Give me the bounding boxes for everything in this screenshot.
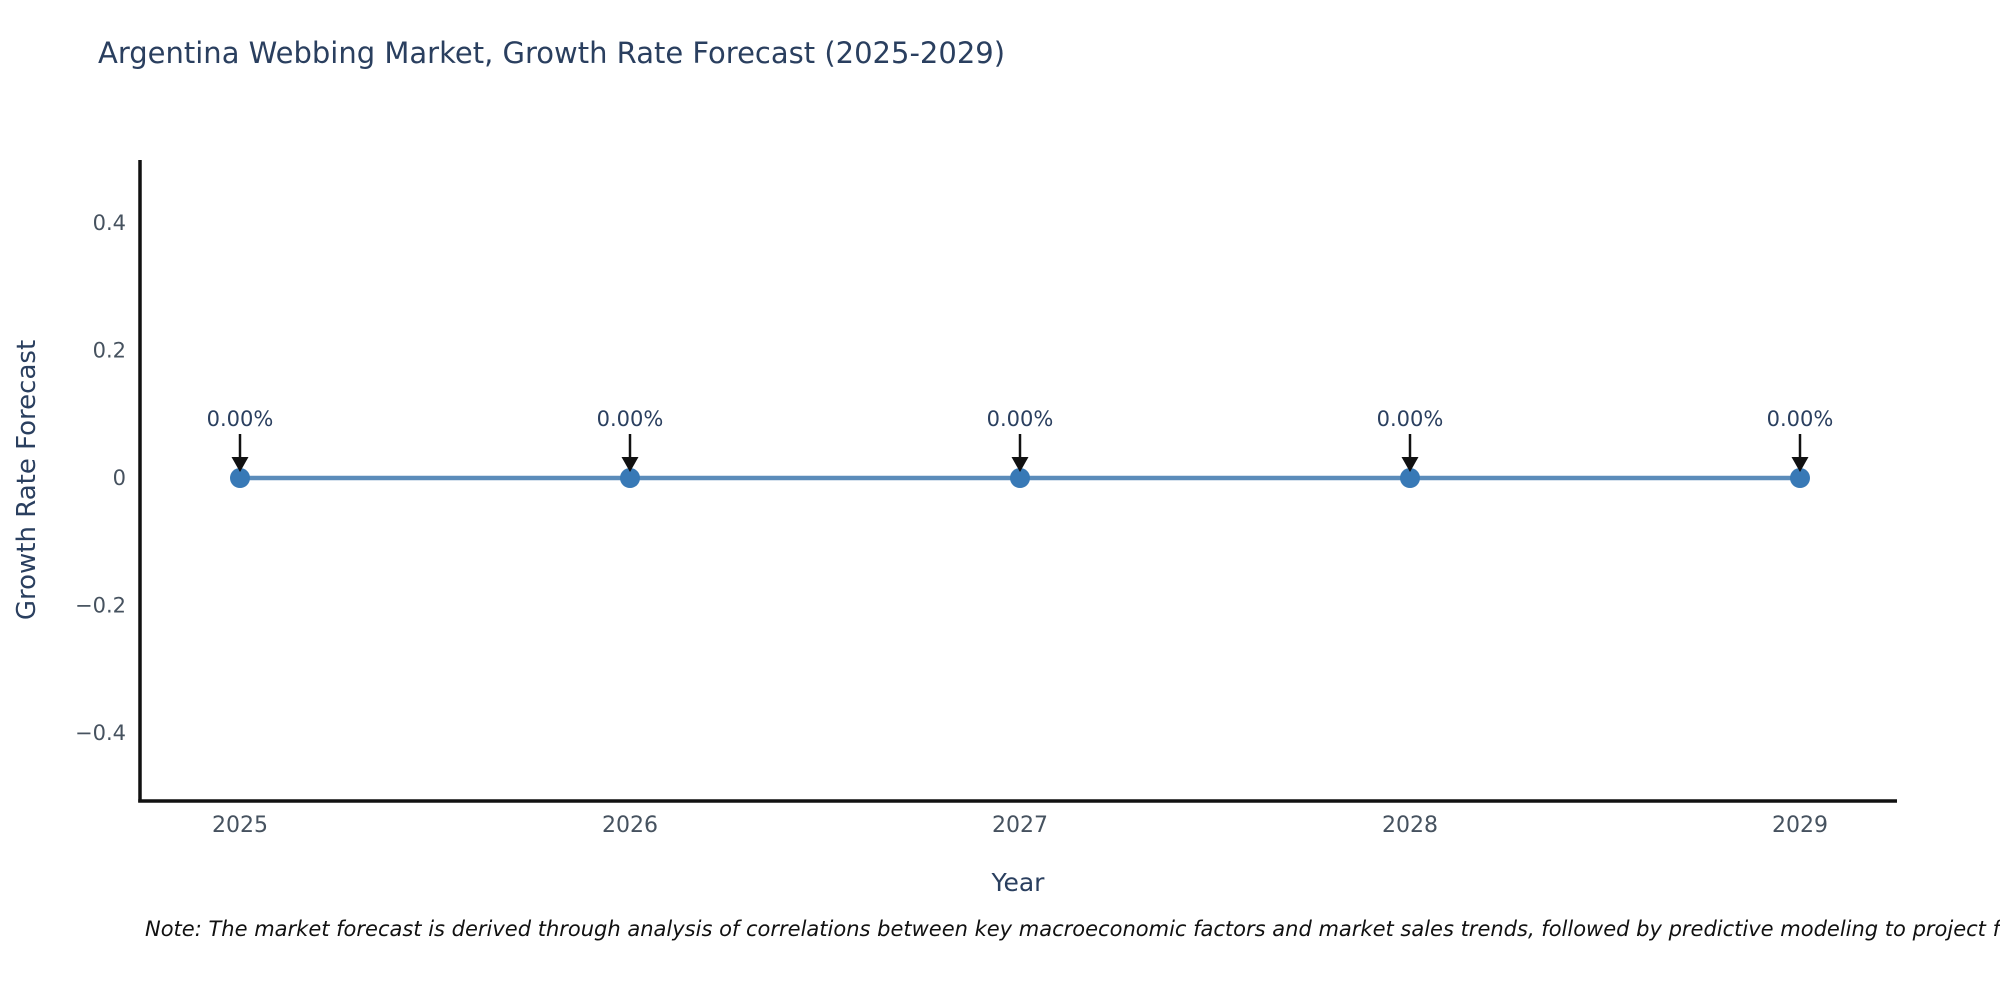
footnote: Note: The market forecast is derived thr… — [145, 917, 2000, 941]
data-point-marker — [620, 468, 640, 488]
y-tick-label: 0 — [113, 466, 126, 490]
chart-title: Argentina Webbing Market, Growth Rate Fo… — [98, 36, 1006, 70]
data-point-marker — [1010, 468, 1030, 488]
annotation-label: 0.00% — [597, 407, 664, 431]
y-tick-label: 0.4 — [93, 211, 126, 235]
y-tick-label: 0.2 — [93, 339, 126, 363]
annotation-arrow-head — [231, 457, 249, 472]
annotation-label: 0.00% — [207, 407, 274, 431]
annotation-label: 0.00% — [1377, 407, 1444, 431]
annotation-arrow-head — [621, 457, 639, 472]
annotation-arrow-head — [1011, 457, 1029, 472]
annotation-label: 0.00% — [987, 407, 1054, 431]
y-tick-label: −0.4 — [75, 721, 126, 745]
annotation-label: 0.00% — [1767, 407, 1834, 431]
data-point-marker — [1400, 468, 1420, 488]
data-point-marker — [230, 468, 250, 488]
y-axis-title: Growth Rate Forecast — [12, 339, 42, 621]
x-tick-label: 2028 — [1382, 813, 1438, 838]
annotation-arrow-head — [1401, 457, 1419, 472]
x-axis-title: Year — [991, 868, 1045, 897]
x-tick-label: 2025 — [212, 813, 268, 838]
x-tick-label: 2029 — [1772, 813, 1828, 838]
x-tick-label: 2026 — [602, 813, 658, 838]
x-tick-label: 2027 — [992, 813, 1048, 838]
data-point-marker — [1790, 468, 1810, 488]
annotation-arrow-head — [1791, 457, 1809, 472]
y-tick-label: −0.2 — [75, 594, 126, 618]
